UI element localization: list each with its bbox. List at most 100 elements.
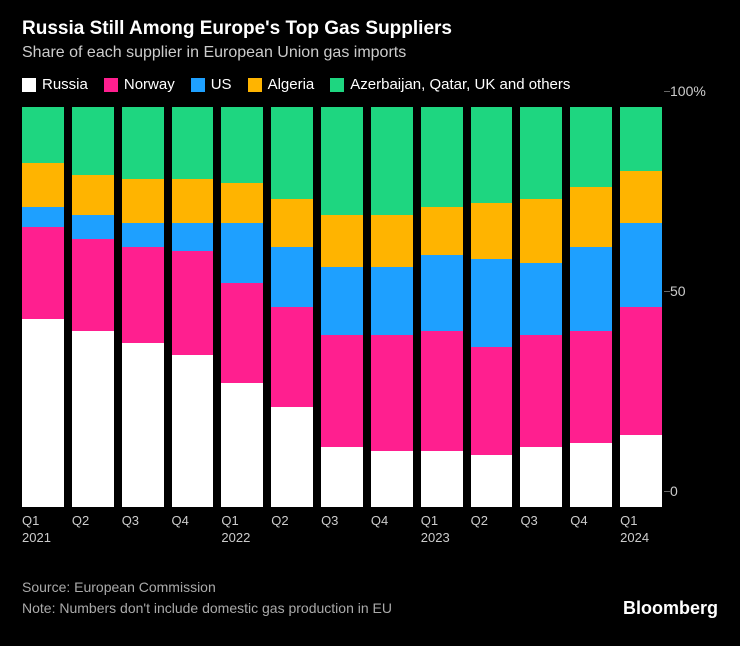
bar (471, 107, 513, 507)
bar-segment-norway (321, 335, 363, 447)
source-line: Source: European Commission (22, 577, 392, 598)
x-tick-quarter: Q1 (221, 513, 263, 530)
bar-segment-norway (271, 307, 313, 407)
legend-label: US (211, 76, 232, 93)
x-tick-quarter: Q3 (321, 513, 363, 530)
bar-segment-algeria (172, 179, 214, 223)
x-tick: Q12022 (221, 513, 263, 547)
bar-segment-us (321, 267, 363, 335)
bar-segment-others (620, 107, 662, 171)
y-tick: 0 (670, 483, 678, 499)
bar-segment-us (72, 215, 114, 239)
x-tick-quarter: Q4 (570, 513, 612, 530)
legend-swatch (330, 78, 344, 92)
bar (122, 107, 164, 507)
x-tick-quarter: Q1 (22, 513, 64, 530)
x-tick: Q12023 (421, 513, 463, 547)
x-tick: Q2 (271, 513, 313, 547)
bar-segment-others (371, 107, 413, 215)
bar-segment-algeria (520, 199, 562, 263)
bar-segment-others (172, 107, 214, 179)
x-tick-quarter: Q1 (620, 513, 662, 530)
bar-segment-algeria (221, 183, 263, 223)
bar-segment-norway (22, 227, 64, 319)
bar-segment-us (421, 255, 463, 331)
x-tick: Q12021 (22, 513, 64, 547)
bar-segment-norway (221, 283, 263, 383)
bar-segment-norway (172, 251, 214, 355)
legend-item-algeria: Algeria (248, 76, 315, 93)
bar-segment-norway (520, 335, 562, 447)
x-tick-year: 2021 (22, 530, 64, 547)
bar-segment-algeria (72, 175, 114, 215)
bar-segment-us (471, 259, 513, 347)
note-line: Note: Numbers don't include domestic gas… (22, 598, 392, 619)
x-tick: Q4 (172, 513, 214, 547)
x-axis: Q12021Q2Q3Q4Q12022Q2Q3Q4Q12023Q2Q3Q4Q120… (22, 513, 662, 547)
bar-segment-norway (72, 239, 114, 331)
x-tick: Q3 (321, 513, 363, 547)
x-tick-quarter: Q2 (271, 513, 313, 530)
legend-item-others: Azerbaijan, Qatar, UK and others (330, 76, 570, 93)
legend-item-us: US (191, 76, 232, 93)
bar-segment-others (22, 107, 64, 163)
bar (271, 107, 313, 507)
bar-segment-algeria (122, 179, 164, 223)
bar (172, 107, 214, 507)
bar-segment-russia (620, 435, 662, 507)
bar-segment-algeria (570, 187, 612, 247)
bar-segment-us (271, 247, 313, 307)
x-tick: Q4 (570, 513, 612, 547)
x-tick-quarter: Q4 (371, 513, 413, 530)
x-tick-year: 2024 (620, 530, 662, 547)
x-tick: Q3 (520, 513, 562, 547)
bar-segment-russia (570, 443, 612, 507)
legend-swatch (22, 78, 36, 92)
bar-segment-others (72, 107, 114, 175)
legend-item-russia: Russia (22, 76, 88, 93)
bar-segment-us (172, 223, 214, 251)
legend-label: Russia (42, 76, 88, 93)
bar-segment-us (221, 223, 263, 283)
legend-label: Azerbaijan, Qatar, UK and others (350, 76, 570, 93)
bar-segment-russia (321, 447, 363, 507)
y-axis: 050100% (662, 107, 718, 507)
bar-segment-us (371, 267, 413, 335)
bar-segment-us (122, 223, 164, 247)
bar-segment-others (471, 107, 513, 203)
bar-segment-russia (221, 383, 263, 507)
x-tick-quarter: Q3 (520, 513, 562, 530)
legend-item-norway: Norway (104, 76, 175, 93)
bar-segment-russia (72, 331, 114, 507)
legend: Russia Norway US Algeria Azerbaijan, Qatar, … (22, 76, 718, 93)
bar-segment-others (221, 107, 263, 183)
x-tick-quarter: Q3 (122, 513, 164, 530)
x-tick: Q2 (72, 513, 114, 547)
x-tick-quarter: Q2 (72, 513, 114, 530)
legend-swatch (104, 78, 118, 92)
bar-segment-others (271, 107, 313, 199)
bar-segment-norway (620, 307, 662, 435)
bar (371, 107, 413, 507)
legend-label: Norway (124, 76, 175, 93)
x-tick: Q12024 (620, 513, 662, 547)
bar (221, 107, 263, 507)
chart-title: Russia Still Among Europe's Top Gas Supp… (22, 18, 718, 40)
bar-segment-others (520, 107, 562, 199)
bar-segment-norway (371, 335, 413, 451)
x-tick: Q3 (122, 513, 164, 547)
bar-segment-us (570, 247, 612, 331)
bar (421, 107, 463, 507)
x-tick-quarter: Q4 (172, 513, 214, 530)
bar-segment-algeria (421, 207, 463, 255)
bar-segment-russia (172, 355, 214, 507)
x-tick-quarter: Q2 (471, 513, 513, 530)
bar-segment-algeria (371, 215, 413, 267)
legend-label: Algeria (268, 76, 315, 93)
bar-segment-algeria (321, 215, 363, 267)
bar (620, 107, 662, 507)
bar (22, 107, 64, 507)
bar-segment-algeria (471, 203, 513, 259)
bar-segment-norway (570, 331, 612, 443)
x-tick: Q2 (471, 513, 513, 547)
